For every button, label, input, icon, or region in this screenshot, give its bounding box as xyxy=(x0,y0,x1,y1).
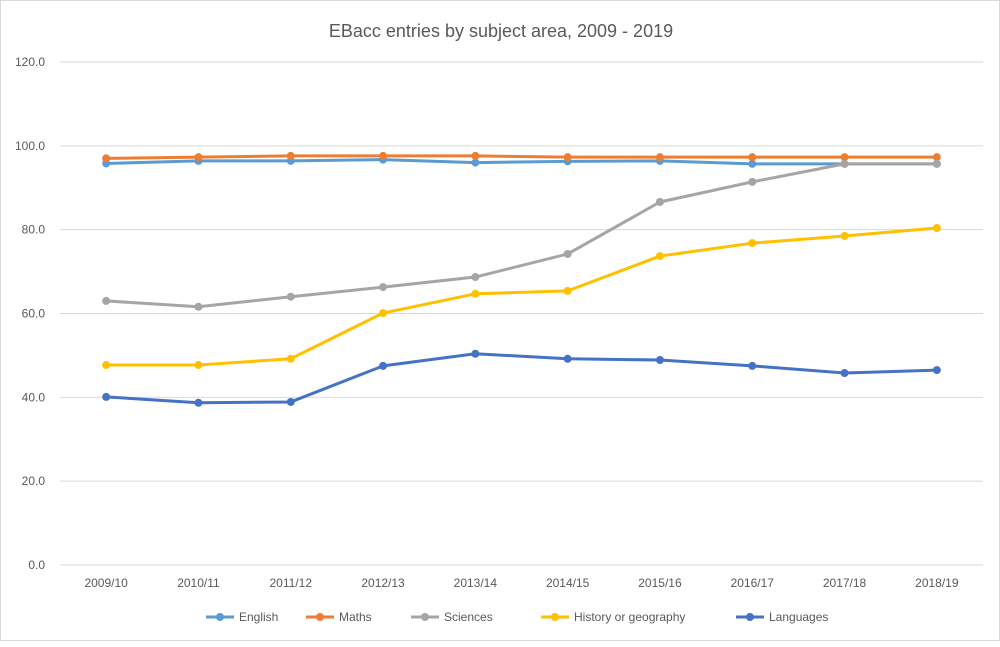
legend-item: Maths xyxy=(306,610,372,624)
x-tick-label: 2018/19 xyxy=(915,576,959,590)
y-tick-label: 80.0 xyxy=(22,223,46,237)
data-point xyxy=(379,361,388,370)
data-point xyxy=(563,249,572,258)
legend-marker xyxy=(551,613,559,621)
data-point xyxy=(563,153,572,162)
data-point xyxy=(471,151,480,160)
data-point xyxy=(286,292,295,301)
data-point xyxy=(840,159,849,168)
data-point xyxy=(748,153,757,162)
y-tick-label: 20.0 xyxy=(22,474,46,488)
legend-item: Sciences xyxy=(411,610,493,624)
data-point xyxy=(655,198,664,207)
legend-marker xyxy=(216,613,224,621)
legend-label: Languages xyxy=(769,610,828,624)
data-point xyxy=(748,361,757,370)
x-tick-label: 2012/13 xyxy=(361,576,405,590)
legend-label: English xyxy=(239,610,278,624)
data-point xyxy=(286,151,295,160)
series-line-languages xyxy=(106,352,937,405)
data-point xyxy=(840,153,849,162)
legend-marker xyxy=(746,613,754,621)
data-point xyxy=(748,177,757,186)
data-point xyxy=(194,302,203,311)
data-point xyxy=(194,361,203,370)
data-point xyxy=(471,158,480,167)
legend-marker xyxy=(421,613,429,621)
data-point xyxy=(286,354,295,363)
legend-item: English xyxy=(206,610,278,624)
legend-item: Languages xyxy=(736,610,828,624)
data-point xyxy=(932,223,941,232)
data-point xyxy=(471,273,480,282)
data-point xyxy=(102,392,111,401)
legend-label: Sciences xyxy=(444,610,493,624)
x-tick-label: 2015/16 xyxy=(638,576,682,590)
y-tick-label: 0.0 xyxy=(28,558,45,572)
x-tick-label: 2010/11 xyxy=(177,576,220,590)
x-tick-label: 2017/18 xyxy=(823,576,867,590)
series-line-maths xyxy=(106,154,937,160)
x-tick-label: 2014/15 xyxy=(546,576,590,590)
data-point xyxy=(655,153,664,162)
data-point xyxy=(563,354,572,363)
data-point xyxy=(286,397,295,406)
data-point xyxy=(379,151,388,160)
data-point xyxy=(840,369,849,378)
x-tick-label: 2016/17 xyxy=(731,576,775,590)
legend-label: Maths xyxy=(339,610,372,624)
y-tick-label: 40.0 xyxy=(22,390,46,404)
data-point xyxy=(102,296,111,305)
data-point xyxy=(102,361,111,370)
x-tick-label: 2009/10 xyxy=(84,576,128,590)
data-point xyxy=(563,286,572,295)
x-tick-label: 2011/12 xyxy=(270,576,313,590)
y-tick-label: 60.0 xyxy=(22,307,46,321)
x-tick-label: 2013/14 xyxy=(454,576,498,590)
data-point xyxy=(379,283,388,292)
legend-item: History or geography xyxy=(541,610,685,624)
data-point xyxy=(655,252,664,261)
data-point xyxy=(194,153,203,162)
data-point xyxy=(471,349,480,358)
data-point xyxy=(471,289,480,298)
data-point xyxy=(379,309,388,318)
y-tick-label: 100.0 xyxy=(15,139,45,153)
data-point xyxy=(932,159,941,168)
legend-label: History or geography xyxy=(574,610,685,624)
chart-title: EBacc entries by subject area, 2009 - 20… xyxy=(329,21,673,41)
data-point xyxy=(932,366,941,375)
data-point xyxy=(932,153,941,162)
series-line-history-or-geography xyxy=(106,226,937,367)
data-point xyxy=(194,398,203,407)
y-tick-label: 120.0 xyxy=(15,55,45,69)
legend-marker xyxy=(316,613,324,621)
data-point xyxy=(840,231,849,240)
data-point xyxy=(655,356,664,365)
series-line-english xyxy=(106,158,937,166)
data-point xyxy=(748,159,757,168)
data-point xyxy=(102,154,111,163)
data-point xyxy=(748,239,757,248)
series-line-sciences xyxy=(106,162,937,309)
